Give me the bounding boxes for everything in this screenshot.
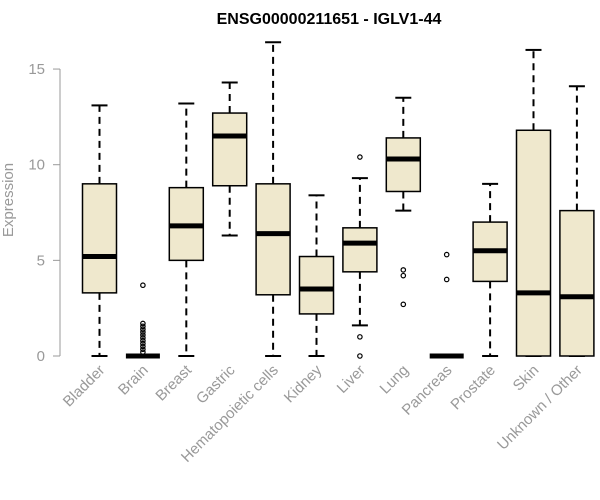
outlier-point xyxy=(443,251,450,258)
outlier-point xyxy=(140,337,146,344)
outlier-point xyxy=(140,343,146,350)
outlier-point xyxy=(140,282,146,289)
x-tick-label: Prostate xyxy=(447,362,499,414)
x-tick-label: Skin xyxy=(510,362,543,395)
y-tick-label: 0 xyxy=(37,348,45,365)
box-plots xyxy=(81,41,595,359)
x-tick-label: Brain xyxy=(115,362,152,399)
outlier-point xyxy=(357,154,363,160)
outlier-point xyxy=(140,346,146,353)
box-unknown-other xyxy=(559,85,595,357)
x-tick-label: Liver xyxy=(334,362,369,397)
outlier-point xyxy=(140,326,146,333)
x-tick-label: Bladder xyxy=(60,362,109,411)
outlier-point xyxy=(400,272,407,279)
iqr-box xyxy=(515,129,552,357)
x-tick-label: Breast xyxy=(152,361,195,404)
outlier-point xyxy=(443,276,450,283)
box-skin xyxy=(515,48,552,357)
outlier-point xyxy=(140,349,146,355)
box-brain xyxy=(125,282,160,359)
outlier-point xyxy=(140,320,146,327)
y-tick-label: 10 xyxy=(28,157,45,174)
box-lung xyxy=(385,96,422,308)
iqr-box xyxy=(255,183,291,296)
outlier-point xyxy=(357,334,363,340)
box-kidney xyxy=(298,194,335,357)
outlier-point xyxy=(357,353,363,359)
iqr-box xyxy=(298,255,335,315)
box-liver xyxy=(342,154,378,359)
outlier-point xyxy=(140,329,146,335)
x-tick-label: Kidney xyxy=(281,361,326,406)
y-axis-ticks: 0 5 10 15 xyxy=(28,61,60,365)
box-breast xyxy=(168,102,205,357)
y-tick-label: 15 xyxy=(28,61,45,78)
y-tick-label: 5 xyxy=(37,252,45,269)
iqr-box xyxy=(211,112,248,187)
box-hematopoietic-cells xyxy=(255,41,291,357)
iqr-box xyxy=(559,209,595,357)
y-axis-label: Expression xyxy=(0,163,17,237)
box-pancreas xyxy=(429,251,464,359)
outlier-point xyxy=(400,267,407,273)
outlier-point xyxy=(140,335,146,341)
iqr-box xyxy=(385,137,422,193)
box-gastric xyxy=(211,81,248,237)
outlier-point xyxy=(140,323,146,330)
box-prostate xyxy=(472,182,508,357)
outlier-point xyxy=(140,340,146,347)
chart-title: ENSG00000211651 - IGLV1-44 xyxy=(217,11,442,28)
box-bladder xyxy=(81,104,118,357)
iqr-box xyxy=(342,227,378,273)
x-tick-label: Lung xyxy=(377,362,413,398)
outlier-point xyxy=(140,332,146,338)
iqr-box xyxy=(81,183,118,294)
outlier-point xyxy=(400,301,407,308)
